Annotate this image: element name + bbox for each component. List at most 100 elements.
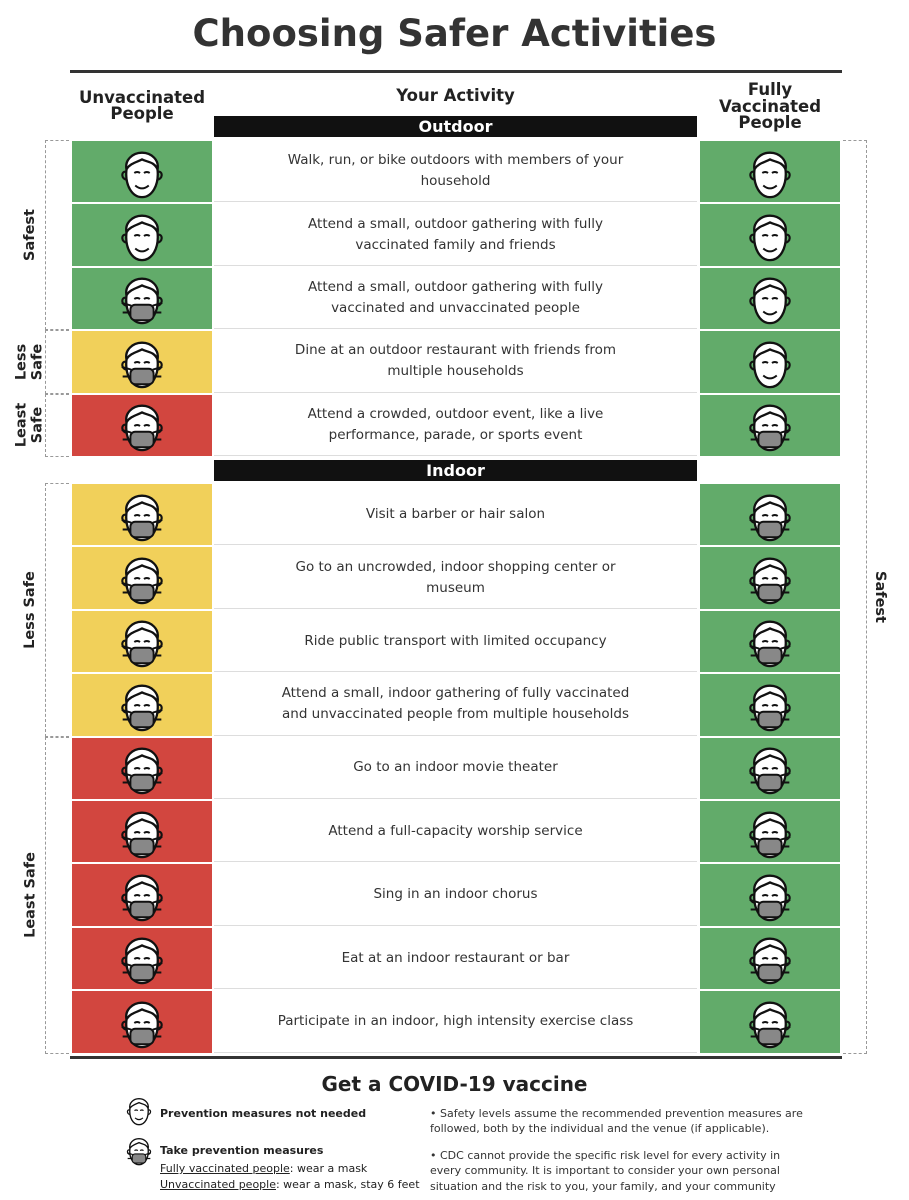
note: • CDC cannot provide the specific risk l… <box>430 1149 781 1193</box>
vaccinated-cell <box>700 267 840 330</box>
activity: Sing in an indoor chorus <box>214 864 697 926</box>
side-bracket <box>45 140 69 331</box>
activity: Participate in an indoor, high intensity… <box>214 991 697 1053</box>
face-masked <box>113 333 171 391</box>
unvaccinated-cell <box>72 394 212 456</box>
side-label: Safest <box>22 209 39 262</box>
side-label: Less Safe <box>14 343 46 381</box>
face-masked <box>113 486 171 544</box>
section-bar: Outdoor <box>214 116 697 137</box>
header-unvaccinated: Unvaccinated People <box>78 87 206 123</box>
vaccinated-cell <box>700 204 840 266</box>
unvaccinated-cell <box>72 801 212 863</box>
side-label: Least Safe <box>22 852 39 939</box>
face <box>741 333 799 391</box>
side-label: Less Safe <box>22 570 39 649</box>
face-masked <box>741 676 799 734</box>
vaccinated-cell <box>700 331 840 393</box>
unvaccinated-cell <box>72 547 212 609</box>
vaccinated-cell <box>700 610 840 673</box>
face-masked <box>113 676 171 734</box>
face <box>113 143 171 201</box>
unvaccinated-cell <box>72 204 212 266</box>
activity: Attend a full-capacity worship service <box>214 801 697 863</box>
face-masked <box>113 866 171 924</box>
unvaccinated-cell <box>72 484 212 546</box>
activity: Go to an indoor movie theater <box>214 738 697 799</box>
vaccinated-cell <box>700 484 840 546</box>
activity: Attend a small, indoor gathering of full… <box>214 674 697 736</box>
legend-vaccinated-rule: : wear a mask <box>289 1162 368 1175</box>
vaccinated-cell <box>700 141 840 203</box>
legend-vaccinated: Fully vaccinated people: wear a mask <box>160 1162 367 1175</box>
header-vaccinated: Fully Vaccinated People <box>719 80 822 133</box>
vaccinated-cell <box>700 547 840 609</box>
legend-vaccinated-label: Fully vaccinated people <box>160 1162 290 1175</box>
side-bracket <box>45 483 69 737</box>
activity: Walk, run, or bike outdoors with members… <box>214 141 697 203</box>
vaccinated-cell <box>700 864 840 926</box>
side-bracket <box>45 736 69 1054</box>
note: • Safety levels assume the recommended p… <box>430 1107 803 1136</box>
face-masked <box>113 739 171 797</box>
unvaccinated-cell <box>72 927 212 990</box>
face <box>741 143 799 201</box>
unvaccinated-cell <box>72 331 212 393</box>
face-masked <box>741 803 799 861</box>
face-masked <box>113 549 171 607</box>
unvaccinated-cell <box>72 737 212 799</box>
title: Choosing Safer Activities <box>192 12 717 55</box>
unvaccinated-cell <box>72 267 212 330</box>
face <box>113 206 171 264</box>
activity: Dine at an outdoor restaurant with frien… <box>214 331 697 393</box>
vaccinated-cell <box>700 737 840 799</box>
unvaccinated-cell <box>72 991 212 1053</box>
header-activity: Your Activity <box>396 85 515 105</box>
activity: Eat at an indoor restaurant or bar <box>214 928 697 990</box>
activity: Visit a barber or hair salon <box>214 484 697 546</box>
legend-icon-no-mask <box>122 1093 156 1127</box>
legend-unvaccinated-label: Unvaccinated people <box>160 1178 276 1191</box>
legend-mask: Take prevention measures <box>160 1144 324 1157</box>
legend-icon-mask <box>122 1133 156 1167</box>
unvaccinated-cell <box>72 864 212 926</box>
activity: Attend a crowded, outdoor event, like a … <box>214 395 697 456</box>
legend-unvaccinated: Unvaccinated people: wear a mask, stay 6… <box>160 1178 420 1191</box>
side-bracket <box>45 393 69 457</box>
side-label: Safest <box>871 570 888 623</box>
unvaccinated-cell <box>72 141 212 203</box>
cta: Get a COVID-19 vaccine <box>321 1072 588 1096</box>
activity: Ride public transport with limited occup… <box>214 611 697 673</box>
vaccinated-cell <box>700 927 840 990</box>
face-masked <box>741 866 799 924</box>
face-masked <box>741 612 799 670</box>
face-masked <box>741 396 799 454</box>
note-text: Safety levels assume the recommended pre… <box>430 1107 803 1136</box>
unvaccinated-cell <box>72 610 212 673</box>
footer-rule <box>70 1056 842 1059</box>
face-masked <box>113 612 171 670</box>
side-bracket <box>45 330 69 394</box>
side-label: Least Safe <box>14 403 46 448</box>
section-bar: Indoor <box>214 460 697 481</box>
title-rule <box>70 70 842 73</box>
face <box>741 206 799 264</box>
vaccinated-cell <box>700 674 840 736</box>
vaccinated-cell <box>700 801 840 863</box>
face-masked <box>741 739 799 797</box>
face-masked <box>113 269 171 327</box>
activity: Attend a small, outdoor gathering with f… <box>214 204 697 266</box>
vaccinated-cell <box>700 394 840 456</box>
face-masked <box>113 993 171 1051</box>
face-masked <box>741 486 799 544</box>
legend-unvaccinated-rule: : wear a mask, stay 6 feet <box>275 1178 420 1191</box>
face-masked <box>113 929 171 987</box>
unvaccinated-cell <box>72 674 212 736</box>
note-text: CDC cannot provide the specific risk lev… <box>430 1149 781 1193</box>
face-masked <box>741 549 799 607</box>
vaccinated-cell <box>700 991 840 1053</box>
face-masked <box>741 929 799 987</box>
legend-no-mask: Prevention measures not needed <box>160 1107 367 1120</box>
face-masked <box>113 396 171 454</box>
